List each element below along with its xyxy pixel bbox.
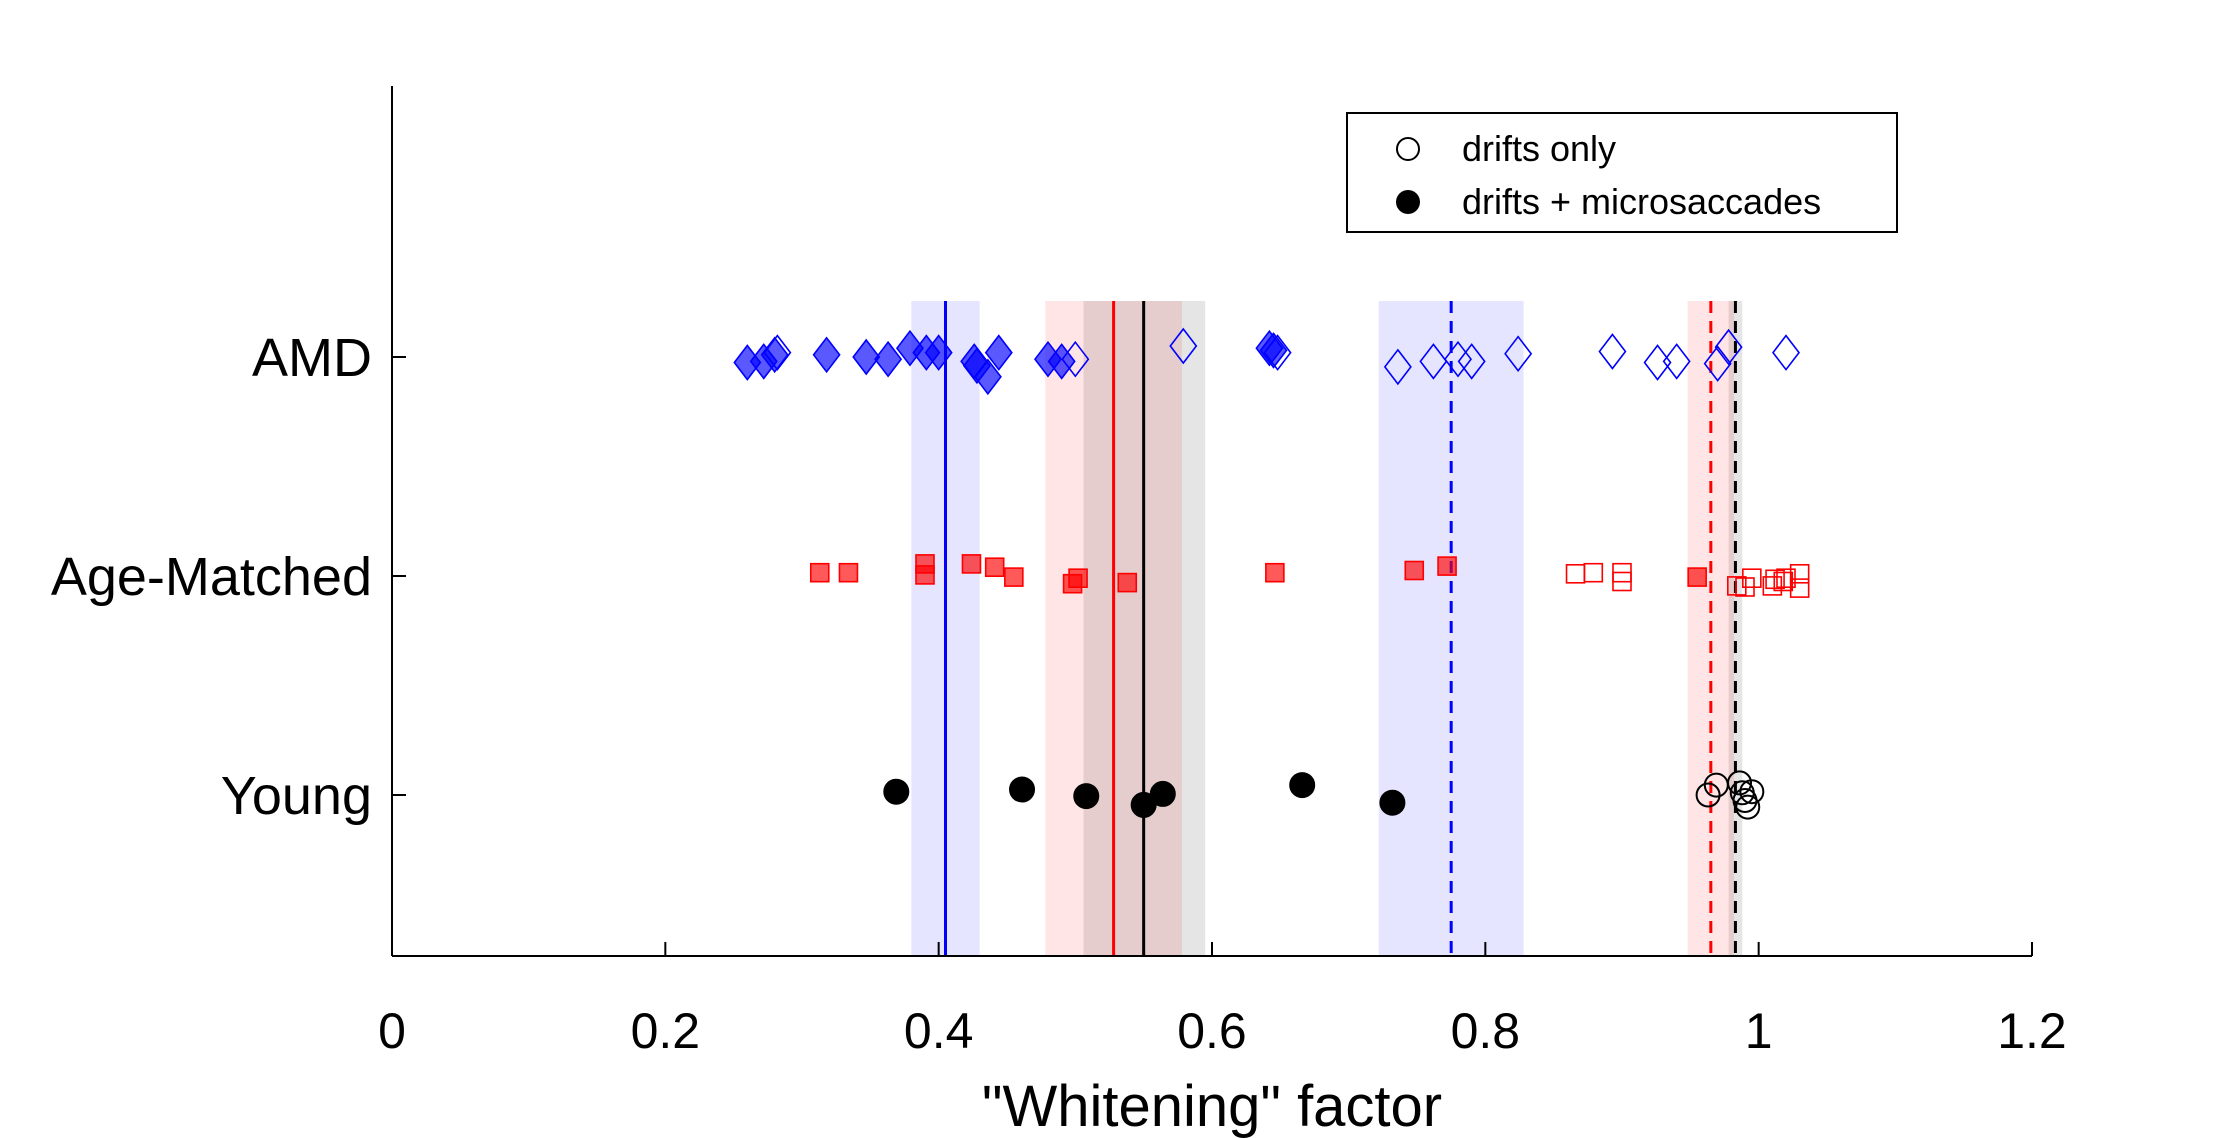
point-amd-drifts-microsaccades xyxy=(852,338,881,376)
x-tick-label: 1 xyxy=(1745,1003,1773,1059)
x-axis-label: "Whitening" factor xyxy=(982,1074,1442,1138)
point-amd-drifts-only xyxy=(1443,340,1473,378)
point-young-drifts-only xyxy=(1739,779,1765,805)
point-young-drifts-microsaccades xyxy=(1149,780,1176,807)
point-amd-drifts-microsaccades xyxy=(984,334,1013,371)
point-amd-drifts-microsaccades xyxy=(924,334,953,371)
point-amd-drifts-only xyxy=(1169,327,1198,365)
point-amd-drifts-only xyxy=(1598,333,1627,370)
point-amd-drifts-only xyxy=(1504,335,1533,373)
y-ticks: AMD Age-Matched Young xyxy=(51,328,406,826)
legend-filled-circle-marker xyxy=(1396,190,1420,214)
point-age-matched-drifts-only xyxy=(1789,563,1810,584)
x-tick-label: 1.2 xyxy=(1997,1003,2067,1059)
point-age-matched-drifts-microsaccades xyxy=(838,562,859,583)
point-amd-drifts-only xyxy=(1061,340,1090,378)
point-age-matched-drifts-microsaccades xyxy=(1437,556,1457,576)
point-age-matched-drifts-microsaccades xyxy=(1004,567,1024,587)
point-young-drifts-microsaccades xyxy=(1009,776,1036,803)
mean-lines xyxy=(944,301,1737,956)
point-young-drifts-only xyxy=(1695,782,1721,808)
point-amd-drifts-only xyxy=(1643,344,1672,381)
point-age-matched-drifts-only xyxy=(1583,562,1604,583)
point-amd-drifts-only xyxy=(1662,343,1691,380)
x-tick-label: 0.4 xyxy=(904,1003,974,1059)
point-age-matched-drifts-microsaccades xyxy=(1687,567,1707,587)
legend-open-circle-marker xyxy=(1396,137,1420,161)
point-age-matched-drifts-microsaccades xyxy=(915,565,935,585)
data-points xyxy=(733,327,1810,820)
point-age-matched-drifts-microsaccades xyxy=(1404,560,1425,581)
point-age-matched-drifts-only xyxy=(1612,562,1632,583)
point-amd-drifts-microsaccades xyxy=(973,358,1002,396)
point-age-matched-drifts-microsaccades xyxy=(1265,562,1285,583)
point-age-matched-drifts-only xyxy=(1742,568,1762,589)
legend-entry-drifts-microsaccades: drifts + microsaccades xyxy=(1462,181,1821,222)
point-age-matched-drifts-only xyxy=(1565,563,1586,584)
point-young-drifts-microsaccades xyxy=(1289,772,1316,799)
point-amd-drifts-microsaccades xyxy=(1047,343,1076,380)
y-tick-label-young: Young xyxy=(221,766,372,826)
confidence-bands xyxy=(911,301,1743,956)
point-age-matched-drifts-only xyxy=(1762,576,1783,596)
legend: drifts only drifts + microsaccades xyxy=(1346,112,1898,233)
point-age-matched-drifts-microsaccades xyxy=(809,562,830,583)
point-young-drifts-microsaccades xyxy=(1130,791,1157,818)
point-young-drifts-only xyxy=(1735,794,1761,820)
point-amd-drifts-microsaccades xyxy=(1259,332,1288,369)
x-tick-label: 0.6 xyxy=(1177,1003,1247,1059)
point-amd-drifts-microsaccades xyxy=(874,340,903,378)
point-age-matched-drifts-microsaccades xyxy=(961,554,982,574)
point-age-matched-drifts-only xyxy=(1789,578,1810,598)
y-tick-label-amd: AMD xyxy=(252,328,372,388)
point-age-matched-drifts-only xyxy=(1773,571,1794,592)
point-young-drifts-microsaccades xyxy=(1073,783,1100,810)
point-amd-drifts-only xyxy=(1263,334,1292,371)
point-amd-drifts-only xyxy=(1419,343,1448,380)
point-age-matched-drifts-microsaccades xyxy=(1068,568,1088,589)
point-age-matched-drifts-microsaccades xyxy=(1117,572,1138,593)
point-young-drifts-only xyxy=(1727,770,1753,796)
point-age-matched-drifts-only xyxy=(1776,568,1796,589)
x-tick-label: 0 xyxy=(378,1003,406,1059)
y-tick-label-age-matched: Age-Matched xyxy=(51,547,372,607)
x-ticks: 0 0.2 0.4 0.6 0.8 1 1.2 xyxy=(378,942,2067,1059)
point-young-drifts-microsaccades xyxy=(1379,789,1406,816)
point-amd-drifts-only xyxy=(1457,343,1486,380)
legend-box xyxy=(1346,112,1898,233)
x-tick-label: 0.8 xyxy=(1451,1003,1521,1059)
point-amd-drifts-only xyxy=(763,334,792,371)
point-amd-drifts-only xyxy=(1714,328,1743,366)
point-age-matched-drifts-microsaccades xyxy=(984,557,1005,578)
point-young-drifts-microsaccades xyxy=(883,778,910,805)
point-amd-drifts-only xyxy=(1383,348,1412,386)
point-amd-drifts-microsaccades xyxy=(812,336,841,374)
point-age-matched-drifts-only xyxy=(1727,576,1747,596)
point-amd-drifts-microsaccades xyxy=(760,336,789,374)
legend-entry-drifts-only: drifts only xyxy=(1462,128,1616,169)
point-amd-drifts-only xyxy=(1771,334,1801,371)
x-tick-label: 0.2 xyxy=(631,1003,701,1059)
point-amd-drifts-only xyxy=(1703,345,1732,382)
